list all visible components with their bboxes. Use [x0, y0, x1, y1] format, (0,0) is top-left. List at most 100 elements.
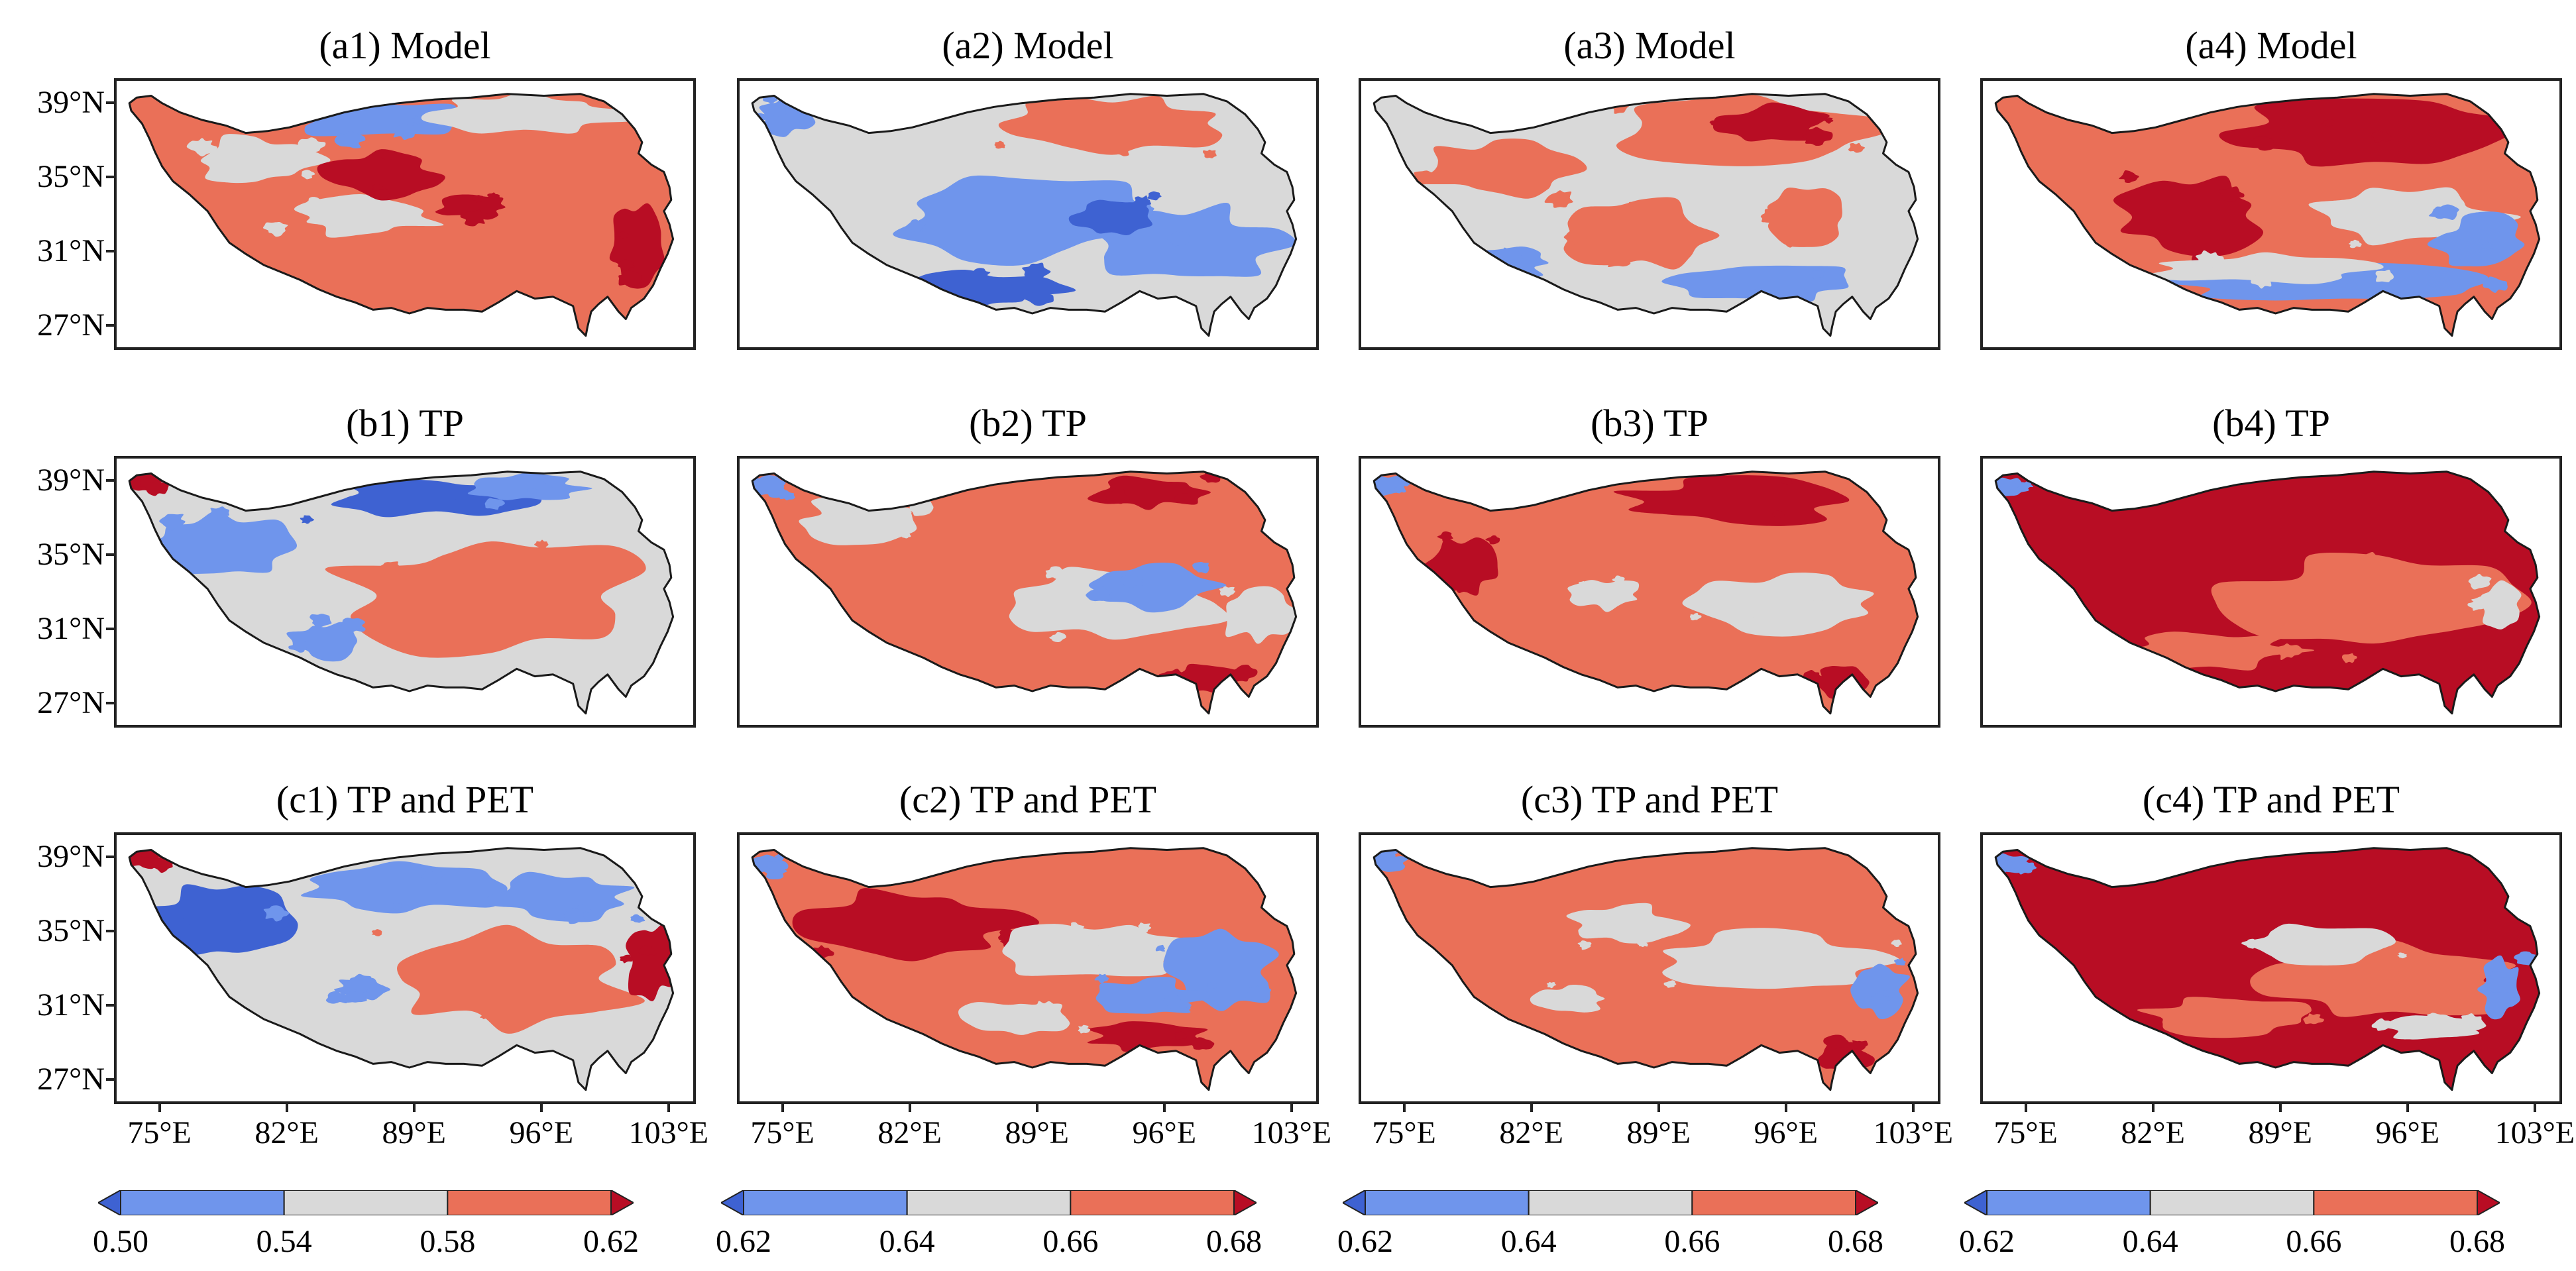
colorbar — [1962, 1189, 2502, 1217]
region-speckle — [2371, 1018, 2392, 1031]
colorbar-extend-max — [1855, 1189, 1880, 1217]
region-speckle — [1713, 288, 1726, 296]
map-canvas — [1994, 93, 2541, 337]
plateau-outline — [128, 847, 675, 1091]
region-speckle — [1893, 958, 1906, 966]
map-frame[interactable] — [1359, 78, 1940, 350]
region-speckle — [345, 973, 372, 993]
region-speckle — [1812, 270, 1825, 279]
colorbar-segment — [1365, 1189, 1530, 1216]
region-patch — [294, 194, 444, 238]
region-speckle — [1485, 535, 1500, 545]
region-speckle — [1606, 250, 1633, 267]
map-frame[interactable] — [114, 78, 696, 350]
region-speckle — [1689, 613, 1702, 621]
region-speckle — [527, 487, 537, 494]
region-speckle — [1534, 162, 1559, 180]
region-patch — [1002, 924, 1191, 977]
latitude-tick — [106, 628, 114, 631]
longitude-label: 89°E — [1005, 1115, 1069, 1150]
region-speckle — [1785, 236, 1804, 248]
region-speckle — [343, 990, 367, 1003]
longitude-label: 103°E — [628, 1115, 709, 1150]
map-frame[interactable] — [1980, 832, 2562, 1104]
region-speckle — [617, 231, 630, 239]
region-patch — [1444, 247, 1549, 278]
region-speckle — [262, 221, 288, 237]
colorbar-tick-label: 0.66 — [2286, 1224, 2342, 1259]
longitude-label: 89°E — [1626, 1115, 1691, 1150]
colorbar-tick-label: 0.58 — [420, 1224, 476, 1259]
region-patch — [2427, 211, 2525, 267]
region-speckle — [2360, 551, 2384, 566]
colorbar-extend-max — [610, 1189, 636, 1217]
colorbar-segment — [2149, 1189, 2315, 1216]
colorbar-tick-label: 0.68 — [2449, 1224, 2505, 1259]
region-speckle — [340, 618, 366, 634]
map-canvas — [1994, 470, 2541, 715]
region-patch — [998, 95, 1223, 155]
colorbar-segment — [1528, 1189, 1693, 1216]
region-speckle — [2428, 206, 2453, 219]
plateau-fill — [752, 848, 1296, 1090]
region-speckle — [1191, 1037, 1215, 1050]
region-speckle — [1031, 1001, 1056, 1015]
colorbar-tick-label: 0.50 — [93, 1224, 148, 1259]
region-speckle — [2371, 130, 2392, 142]
longitude-tick — [781, 1104, 784, 1112]
region-speckle — [229, 912, 245, 922]
region-speckle — [1795, 203, 1812, 214]
colorbar-tick-label: 0.66 — [1042, 1224, 1099, 1259]
panel-title: (b2) TP — [969, 402, 1087, 445]
longitude-label: 103°E — [1251, 1115, 1332, 1150]
colorbar-tick-label: 0.62 — [1337, 1224, 1393, 1259]
panel-title: (b3) TP — [1591, 402, 1708, 445]
map-frame[interactable] — [737, 456, 1319, 728]
region-patch — [397, 924, 645, 1034]
region-speckle — [2341, 653, 2357, 663]
region-speckle — [298, 137, 326, 154]
map-frame[interactable] — [737, 78, 1319, 350]
region-speckle — [1998, 480, 2019, 495]
region-speckle — [2485, 974, 2513, 993]
latitude-tick — [106, 1004, 114, 1007]
region-speckle — [1577, 580, 1590, 590]
map-frame[interactable] — [114, 456, 696, 728]
panel-title: (c4) TP and PET — [2142, 778, 2400, 821]
map-frame[interactable] — [1359, 832, 1940, 1104]
region-speckle — [2126, 1031, 2153, 1048]
region-patch — [2308, 187, 2521, 246]
region-speckle — [1022, 262, 1051, 281]
plateau-outline — [751, 847, 1298, 1091]
region-speckle — [455, 495, 478, 508]
region-speckle — [1663, 980, 1677, 988]
region-speckle — [1612, 575, 1625, 583]
plateau-outline — [1994, 470, 2541, 715]
latitude-label: 35°N — [37, 536, 105, 572]
region-speckle — [371, 929, 382, 936]
map-frame[interactable] — [114, 832, 696, 1104]
region-patch — [1613, 475, 1850, 526]
region-speckle — [2014, 860, 2037, 875]
map-frame[interactable] — [1359, 456, 1940, 728]
map-frame[interactable] — [737, 832, 1319, 1104]
colorbar-svg — [96, 1189, 636, 1217]
map-canvas — [128, 847, 675, 1091]
region-speckle — [479, 1012, 492, 1020]
region-patch — [2479, 580, 2522, 630]
region-speckle — [1393, 486, 1406, 494]
region-patch — [1661, 265, 1849, 302]
map-frame[interactable] — [1980, 78, 2562, 350]
plateau-outline — [1372, 470, 1919, 715]
region-speckle — [1219, 586, 1236, 597]
colorbar-tick-label: 0.66 — [1664, 1224, 1720, 1259]
colorbar-tick-label: 0.62 — [583, 1224, 639, 1259]
region-speckle — [146, 950, 167, 961]
map-frame[interactable] — [1980, 456, 2562, 728]
region-speckle — [1709, 120, 1718, 127]
region-speckle — [1107, 142, 1133, 156]
latitude-label: 27°N — [37, 1062, 105, 1097]
region-speckle — [1235, 608, 1254, 620]
region-speckle — [334, 131, 366, 148]
panel-title: (a2) Model — [942, 24, 1114, 67]
